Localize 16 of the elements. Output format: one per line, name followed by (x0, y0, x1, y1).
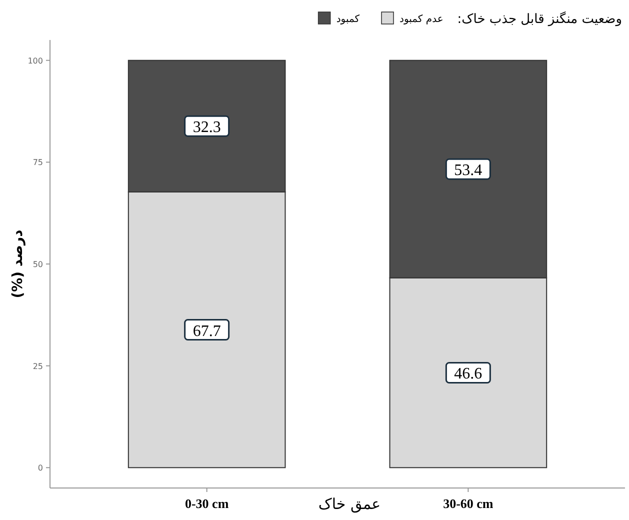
legend-label: عدم کمبود (400, 14, 444, 25)
y-tick-label: 50 (32, 260, 43, 269)
data-label: 67.7 (192, 322, 221, 340)
y-axis-title: درصد (%) (10, 230, 26, 298)
data-label: 53.4 (454, 162, 482, 180)
data-label: 32.3 (192, 119, 221, 136)
y-tick-label: 75 (32, 158, 43, 168)
legend-label: کمبود (336, 14, 360, 25)
x-tick-label: 0-30 cm (184, 496, 229, 511)
y-tick-label: 100 (28, 56, 43, 66)
legend-title: وضعیت منگنز قابل جذب خاک: (457, 11, 622, 27)
y-tick-label: 25 (32, 362, 43, 371)
y-tick-label: 0 (38, 464, 43, 473)
data-label: 46.6 (454, 366, 482, 383)
x-tick-label: 30-60 cm (443, 496, 494, 511)
x-axis-title: عمق خاک (318, 495, 381, 513)
